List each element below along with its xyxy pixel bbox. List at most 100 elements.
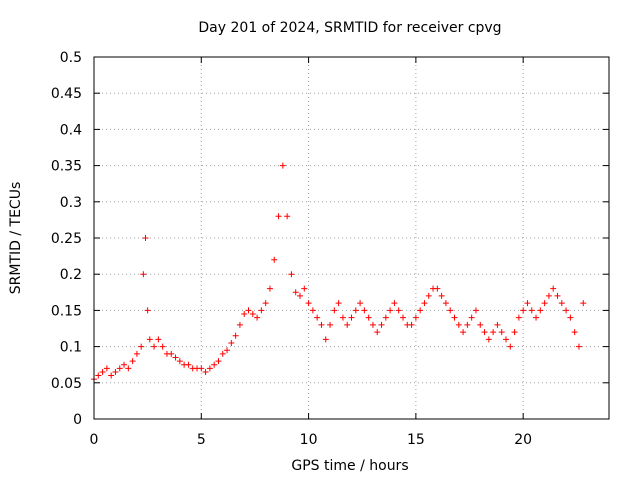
data-point [575,343,582,350]
data-point [580,300,587,307]
y-tick-labels: 0 0.05 0.1 0.15 0.2 0.25 0.3 0.35 0.4 0.45 0.5 [51,50,82,428]
data-point [279,162,286,169]
data-point [455,321,462,328]
data-point [215,358,222,365]
data-point [305,300,312,307]
y-tick-label: 0.3 [60,195,82,211]
data-point [468,314,475,321]
data-point [146,336,153,343]
data-point [258,307,265,314]
data-point [528,307,535,314]
data-point [421,300,428,307]
data-point [322,336,329,343]
data-point [172,354,179,361]
data-point [228,339,235,346]
data-point [498,329,505,336]
data-point [211,361,218,368]
data-point [545,292,552,299]
data-point [348,314,355,321]
x-tick-label: 10 [300,432,318,448]
data-point [309,307,316,314]
data-point [331,307,338,314]
x-tick-label: 15 [407,432,425,448]
data-point [297,292,303,299]
data-point [112,368,119,375]
data-point [284,213,291,220]
y-tick-label: 0.1 [60,340,82,356]
y-tick-label: 0.4 [60,122,82,138]
y-tick-label: 0.2 [60,267,82,283]
data-point [262,300,269,307]
data-point [344,321,351,328]
data-point [138,343,145,350]
data-point [438,292,445,299]
data-point [550,285,557,292]
data-point [524,300,531,307]
data-point [266,285,273,292]
y-tick-label: 0.15 [51,303,82,319]
data-point [99,368,106,375]
data-point [140,271,147,278]
data-point [567,314,574,321]
data-point [314,314,321,321]
data-point [460,329,467,336]
data-point [511,329,518,336]
data-points [91,162,587,383]
data-point [515,314,522,321]
y-tick-label: 0.25 [51,231,82,247]
data-point [185,361,192,368]
data-point [198,365,205,372]
data-point [254,314,261,321]
data-point [507,343,514,350]
data-point [271,256,278,263]
data-point [275,213,282,220]
x-tick-label: 0 [90,432,99,448]
data-point [554,292,561,299]
grid [94,57,609,419]
y-tick-label: 0.45 [51,86,82,102]
data-point [541,300,548,307]
data-point [339,314,346,321]
data-point [442,300,449,307]
data-point [412,314,419,321]
data-point [144,307,151,314]
data-point [425,292,432,299]
data-point [142,235,149,241]
axis-ticks [93,56,609,420]
data-point [125,365,132,372]
data-point [571,329,578,336]
data-point [451,314,458,321]
data-point [327,321,334,328]
data-point [485,336,492,343]
data-point [374,329,381,336]
data-point [176,358,183,365]
data-point [232,332,239,339]
data-point [494,321,501,328]
y-tick-label: 0.05 [51,376,82,392]
data-point [365,314,372,321]
data-point [417,307,424,314]
data-point [108,372,115,379]
data-point [391,300,398,307]
data-point [151,343,158,350]
data-point [352,307,359,314]
chart-title: Day 201 of 2024, SRMTID for receiver cpv… [198,20,501,36]
data-point [219,350,226,357]
x-tick-label: 20 [514,432,532,448]
data-point [103,365,110,372]
data-point [563,307,570,314]
y-tick-label: 0 [73,412,82,428]
data-point [533,314,540,321]
data-point [382,314,389,321]
data-point [335,300,342,307]
data-point [558,300,565,307]
data-point [387,307,394,314]
data-point [408,321,415,328]
data-point [121,361,128,368]
data-point [249,311,256,318]
data-point [159,343,166,350]
data-point [503,336,509,343]
data-point [95,372,102,379]
